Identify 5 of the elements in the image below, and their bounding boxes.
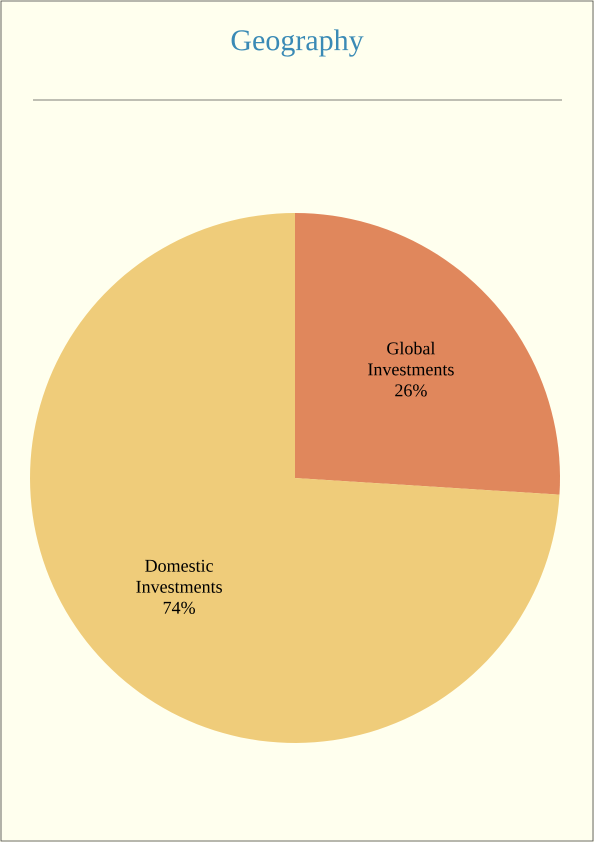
- chart-title: Geography: [232, 29, 364, 57]
- slice-label: Domestic Investments: [136, 560, 222, 593]
- slice-label: Global Investments: [368, 342, 454, 376]
- data-label: 74%: [164, 602, 195, 614]
- data-label: 26%: [395, 384, 427, 397]
